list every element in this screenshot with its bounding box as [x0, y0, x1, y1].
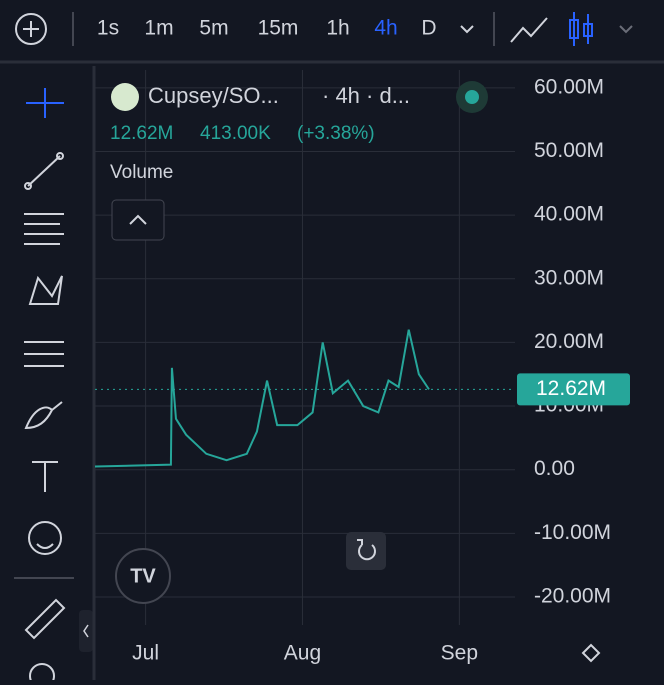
- last-price-label: 12.62M: [536, 377, 606, 400]
- x-tick-label: Sep: [441, 642, 478, 665]
- legend: Cupsey/SO... · 4h · d... 12.62M 413.00K …: [110, 81, 488, 241]
- crosshair-tool[interactable]: [26, 88, 64, 118]
- change-pct: (+3.38%): [297, 123, 375, 144]
- interval-button[interactable]: 15m: [258, 17, 299, 40]
- indicator: Volume: [110, 162, 173, 183]
- x-tick-label: Aug: [284, 642, 321, 665]
- tv-logo[interactable]: [115, 548, 171, 604]
- y-tick-label: 60.00M: [534, 75, 604, 98]
- change: 413.00K: [200, 123, 271, 144]
- settings-button[interactable]: [581, 643, 601, 663]
- y-tick-label: 30.00M: [534, 266, 604, 289]
- interval: · 4h · d...: [322, 83, 410, 108]
- x-tick-label: Jul: [132, 642, 159, 665]
- collapse-button[interactable]: [79, 610, 93, 652]
- dropdown[interactable]: [619, 25, 633, 34]
- y-tick-label: 0.00: [534, 457, 575, 480]
- interval-button[interactable]: 1s: [97, 17, 119, 40]
- y-tick-label: 50.00M: [534, 139, 604, 162]
- price-line: [94, 329, 430, 468]
- price: 12.62M: [110, 123, 173, 144]
- add-button[interactable]: [15, 13, 47, 45]
- fib-tool[interactable]: [24, 213, 64, 245]
- symbol: Cupsey/SO...: [148, 83, 279, 108]
- tv-logo-text: TV: [130, 565, 156, 587]
- pattern-tool[interactable]: [28, 275, 63, 305]
- prediction-tool[interactable]: [24, 341, 64, 367]
- candle-button[interactable]: [569, 12, 593, 46]
- brush-tool[interactable]: [24, 401, 63, 430]
- y-tick-label: 20.00M: [534, 330, 604, 353]
- emoji-tool[interactable]: [28, 521, 62, 555]
- interval-button[interactable]: 1m: [144, 17, 173, 40]
- text-tool[interactable]: [32, 461, 58, 492]
- line-chart-button[interactable]: [510, 17, 548, 43]
- collapse-legend[interactable]: [111, 199, 165, 241]
- reset-button[interactable]: [346, 532, 386, 570]
- plot: [94, 329, 515, 468]
- y-tick-label: -10.00M: [534, 521, 611, 544]
- zoom-tool[interactable]: [29, 663, 55, 685]
- left-toolbar: [14, 88, 93, 685]
- y-tick-label: 40.00M: [534, 203, 604, 226]
- interval-button[interactable]: 1h: [326, 17, 349, 40]
- add-icon: [23, 21, 39, 37]
- last-price-tag: [517, 373, 630, 406]
- symbol-logo: [111, 83, 139, 111]
- interval-button[interactable]: D: [421, 17, 436, 40]
- interval-button[interactable]: 5m: [199, 17, 228, 40]
- dropdown[interactable]: [460, 25, 474, 34]
- interval-button[interactable]: 4h: [374, 17, 397, 40]
- ruler-tool[interactable]: [24, 598, 66, 640]
- grid: [95, 70, 515, 625]
- trendline-tool[interactable]: [27, 155, 61, 187]
- top-toolbar: 1s 1m 5m 15m 1h 4h D: [15, 12, 633, 46]
- y-tick-label: -20.00M: [534, 585, 611, 608]
